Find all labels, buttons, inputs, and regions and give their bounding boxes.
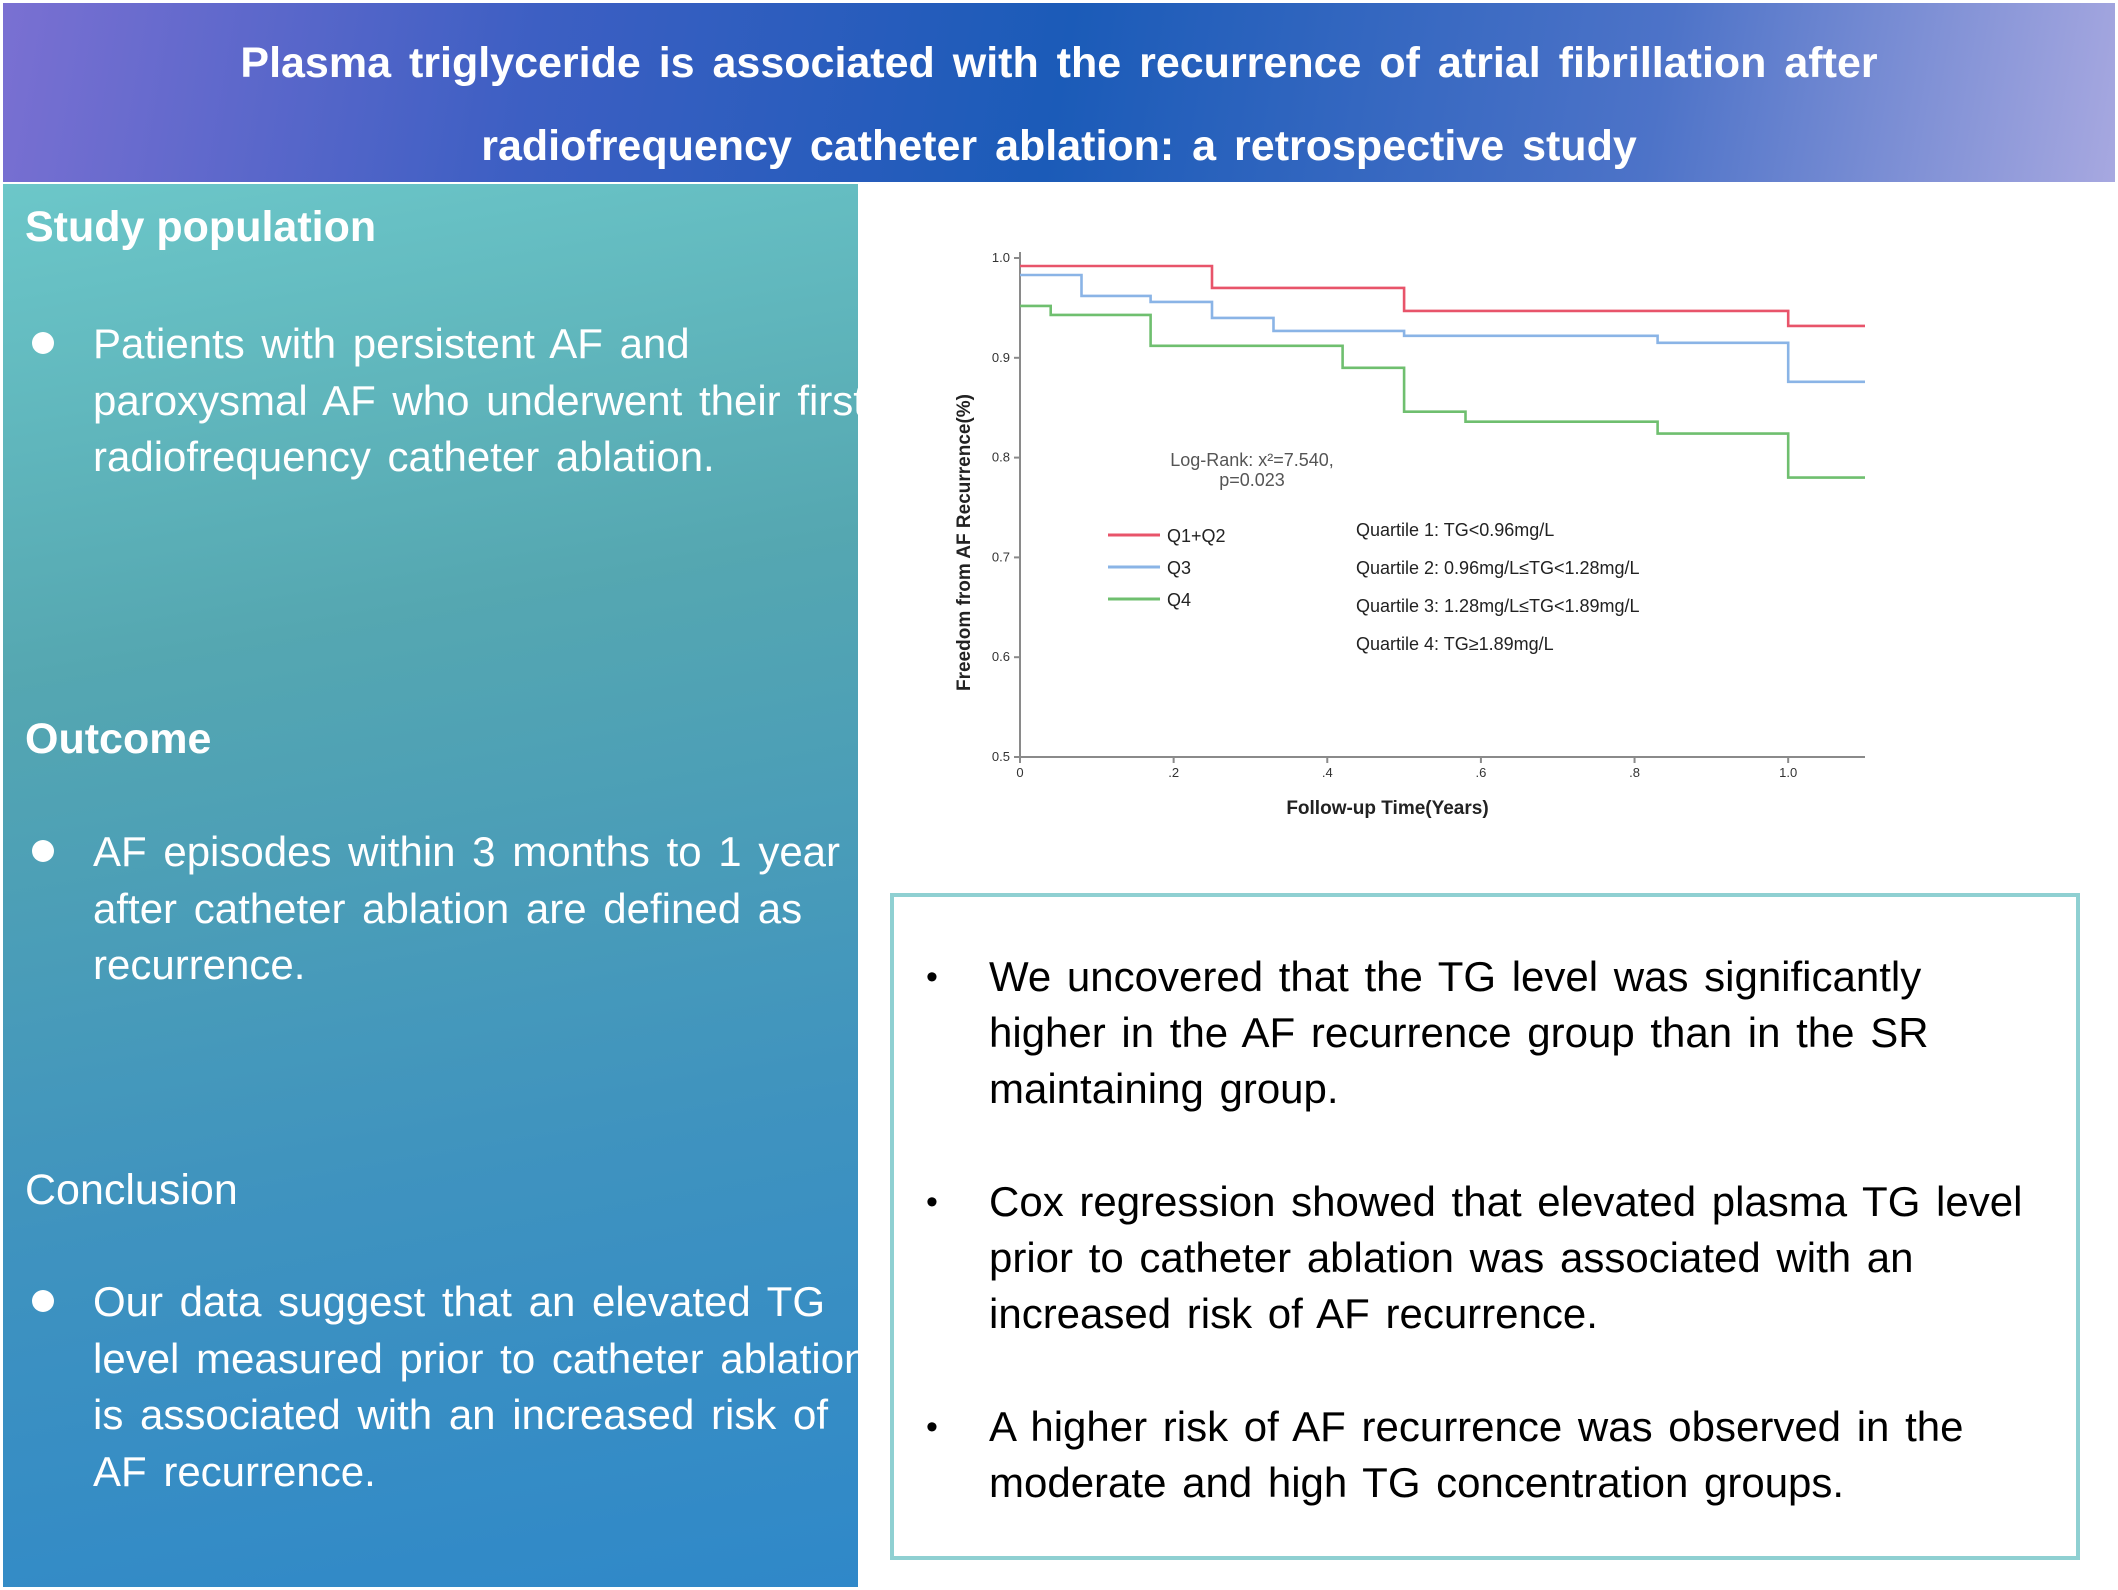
y-tick-label: 1.0 [992,250,1010,265]
y-tick-label: 0.8 [992,450,1010,465]
x-tick-label: 0 [1016,765,1023,780]
logrank-annotation: p=0.023 [1219,470,1285,490]
series-line-q3 [1020,273,1865,384]
conclusion-text: Our data suggest that an elevated TG lev… [93,1278,868,1495]
legend-label: Q4 [1167,590,1191,610]
title-line-1: Plasma triglyceride is associated with t… [240,39,1878,87]
quartile-definition: Quartile 1: TG<0.96mg/L [1356,520,1554,540]
x-tick-label: .2 [1168,765,1179,780]
series-line-q4 [1020,304,1865,479]
finding-text: A higher risk of AF recurrence was obser… [989,1403,1964,1506]
quartile-definition: Quartile 4: TG≥1.89mg/L [1356,634,1554,654]
legend-label: Q3 [1167,558,1191,578]
conclusion-title: Conclusion [25,1166,238,1214]
quartile-definition: Quartile 3: 1.28mg/L≤TG<1.89mg/L [1356,596,1640,616]
study-population-title: Study population [25,203,377,251]
outcome-text: AF episodes within 3 months to 1 year af… [93,828,841,988]
bullet-dot [32,332,54,354]
title-line-2: radiofrequency catheter ablation: a retr… [481,122,1637,170]
y-tick-label: 0.9 [992,350,1010,365]
logrank-annotation: Log-Rank: x²=7.540, [1170,450,1334,470]
bullet-dot [32,840,54,862]
y-tick-label: 0.7 [992,549,1010,564]
legend-label: Q1+Q2 [1167,526,1226,546]
findings-box: • We uncovered that the TG level was sig… [890,893,2080,1560]
survival-chart: 0.5 0.6 0.7 0.8 0.9 1.0 0 .2 .4 .6 .8 1.0 Follow-up … [954,250,1865,819]
x-tick-label: .4 [1322,765,1333,780]
title-banner: Plasma triglyceride is associated with t… [3,3,2115,182]
y-axis-title: Freedom from AF Recurrence(%) [954,394,975,691]
bullet-dot [32,1290,54,1312]
y-tick-label: 0.6 [992,649,1010,664]
study-population-text: Patients with persistent AF and paroxysm… [93,320,865,480]
finding-bullet: • [926,1408,938,1446]
finding-text: Cox regression showed that elevated plas… [989,1178,2023,1337]
left-panel: Study population Patients with persisten… [3,184,867,1587]
series-line-q1-q2 [1020,264,1865,328]
y-tick-label: 0.5 [992,749,1010,764]
outcome-title: Outcome [25,715,212,763]
finding-bullet: • [926,1183,938,1221]
x-axis-title: Follow-up Time(Years) [1286,798,1488,819]
finding-bullet: • [926,958,938,996]
quartile-definition: Quartile 2: 0.96mg/L≤TG<1.28mg/L [1356,558,1640,578]
x-tick-label: 1.0 [1779,765,1797,780]
x-tick-label: .6 [1475,765,1486,780]
finding-text: We uncovered that the TG level was signi… [989,953,1929,1112]
x-tick-label: .8 [1629,765,1640,780]
